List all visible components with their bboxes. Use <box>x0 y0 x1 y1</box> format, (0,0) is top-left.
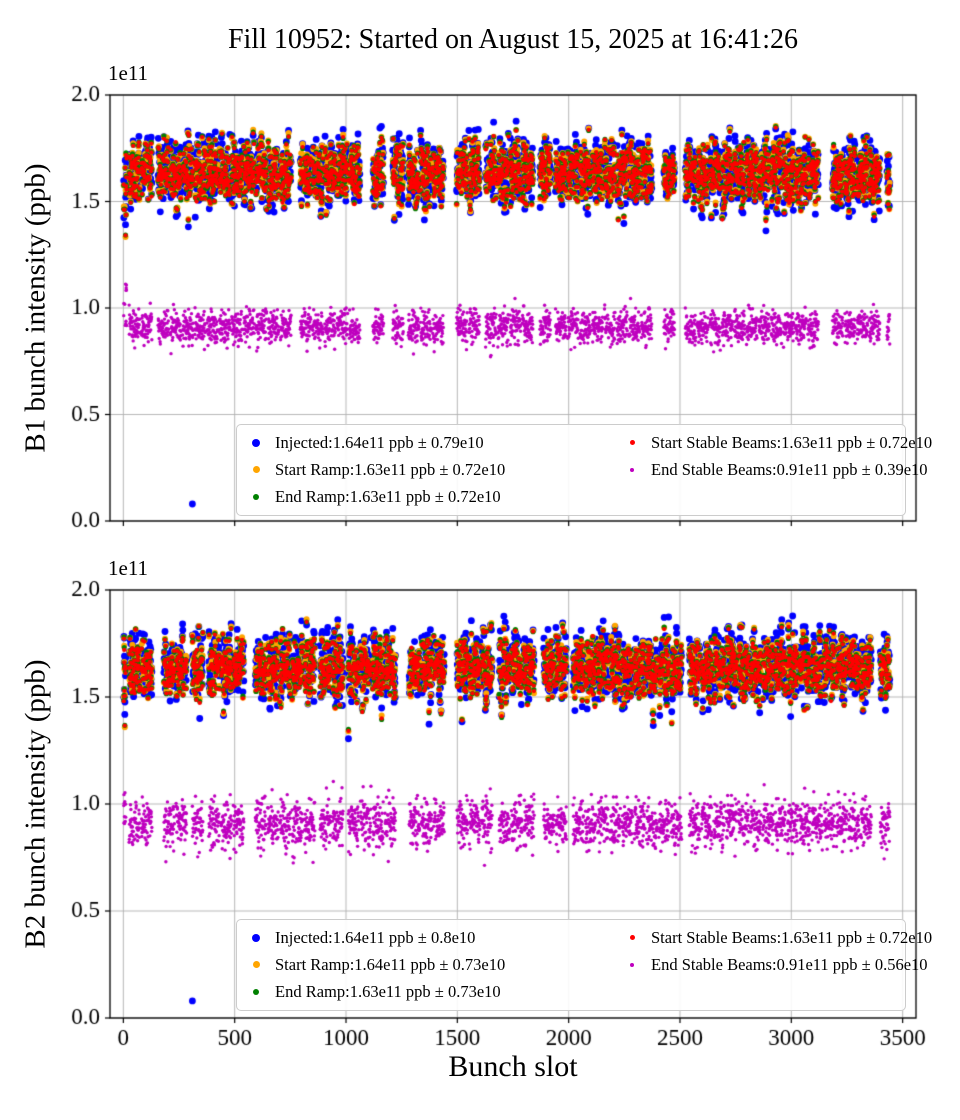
legend-entry-end-stable-beams: End Stable Beams:0.91e11 ppb ± 0.39e10 <box>625 456 928 483</box>
b2-offset-text: 1e11 <box>108 556 149 580</box>
b1-y-axis-label: B1 bunch intensity (ppb) <box>19 163 52 453</box>
x-axis-label: Bunch slot <box>448 1050 578 1083</box>
legend-label: Start Stable Beams:1.63e11 ppb ± 0.72e10 <box>651 927 933 947</box>
figure-title: Fill 10952: Started on August 15, 2025 a… <box>227 24 799 55</box>
legend-entry-start-ramp: Start Ramp:1.64e11 ppb ± 0.73e10 <box>249 951 625 978</box>
start-ramp-marker-icon <box>249 466 263 474</box>
legend-entry-end-ramp: End Ramp:1.63e11 ppb ± 0.72e10 <box>249 484 625 511</box>
legend-label: End Stable Beams:0.91e11 ppb ± 0.39e10 <box>651 459 928 479</box>
legend-entry-start-stable-beams: Start Stable Beams:1.63e11 ppb ± 0.72e10 <box>625 429 932 456</box>
start-stable-beams-marker-icon <box>625 440 639 446</box>
legend-label: Start Ramp:1.63e11 ppb ± 0.72e10 <box>275 459 506 479</box>
start-ramp-marker-icon <box>249 961 263 969</box>
end-stable-beams-marker-icon <box>625 962 639 967</box>
injected-marker-icon <box>249 438 263 447</box>
end-ramp-marker-icon <box>249 494 263 501</box>
end-ramp-marker-icon <box>249 989 263 996</box>
legend-label: End Ramp:1.63e11 ppb ± 0.72e10 <box>275 487 501 507</box>
start-stable-beams-marker-icon <box>625 935 639 941</box>
legend-entry-start-ramp: Start Ramp:1.63e11 ppb ± 0.72e10 <box>249 456 625 483</box>
legend-b1: Injected:1.64e11 ppb ± 0.79e10 Start Ramp… <box>236 424 932 516</box>
end-stable-beams-marker-icon <box>625 467 639 472</box>
b1-offset-text: 1e11 <box>108 61 149 85</box>
legend-label: Start Ramp:1.64e11 ppb ± 0.73e10 <box>275 954 506 974</box>
legend-entry-injected: Injected:1.64e11 ppb ± 0.79e10 <box>249 429 625 456</box>
injected-marker-icon <box>249 933 263 942</box>
legend-label: Start Stable Beams:1.63e11 ppb ± 0.72e10 <box>651 432 933 452</box>
legend-entry-start-stable-beams: Start Stable Beams:1.63e11 ppb ± 0.72e10 <box>625 924 932 951</box>
legend-label: End Stable Beams:0.91e11 ppb ± 0.56e10 <box>651 954 928 974</box>
legend-entry-injected: Injected:1.64e11 ppb ± 0.8e10 <box>249 924 625 951</box>
legend-entry-end-stable-beams: End Stable Beams:0.91e11 ppb ± 0.56e10 <box>625 951 928 978</box>
b2-y-axis-label: B2 bunch intensity (ppb) <box>19 659 52 949</box>
legend-label: Injected:1.64e11 ppb ± 0.79e10 <box>275 432 484 452</box>
legend-entry-end-ramp: End Ramp:1.63e11 ppb ± 0.73e10 <box>249 979 625 1006</box>
legend-label: End Ramp:1.63e11 ppb ± 0.73e10 <box>275 982 501 1002</box>
legend-b2: Injected:1.64e11 ppb ± 0.8e10 Start Ramp:… <box>236 919 932 1011</box>
legend-label: Injected:1.64e11 ppb ± 0.8e10 <box>275 927 476 947</box>
